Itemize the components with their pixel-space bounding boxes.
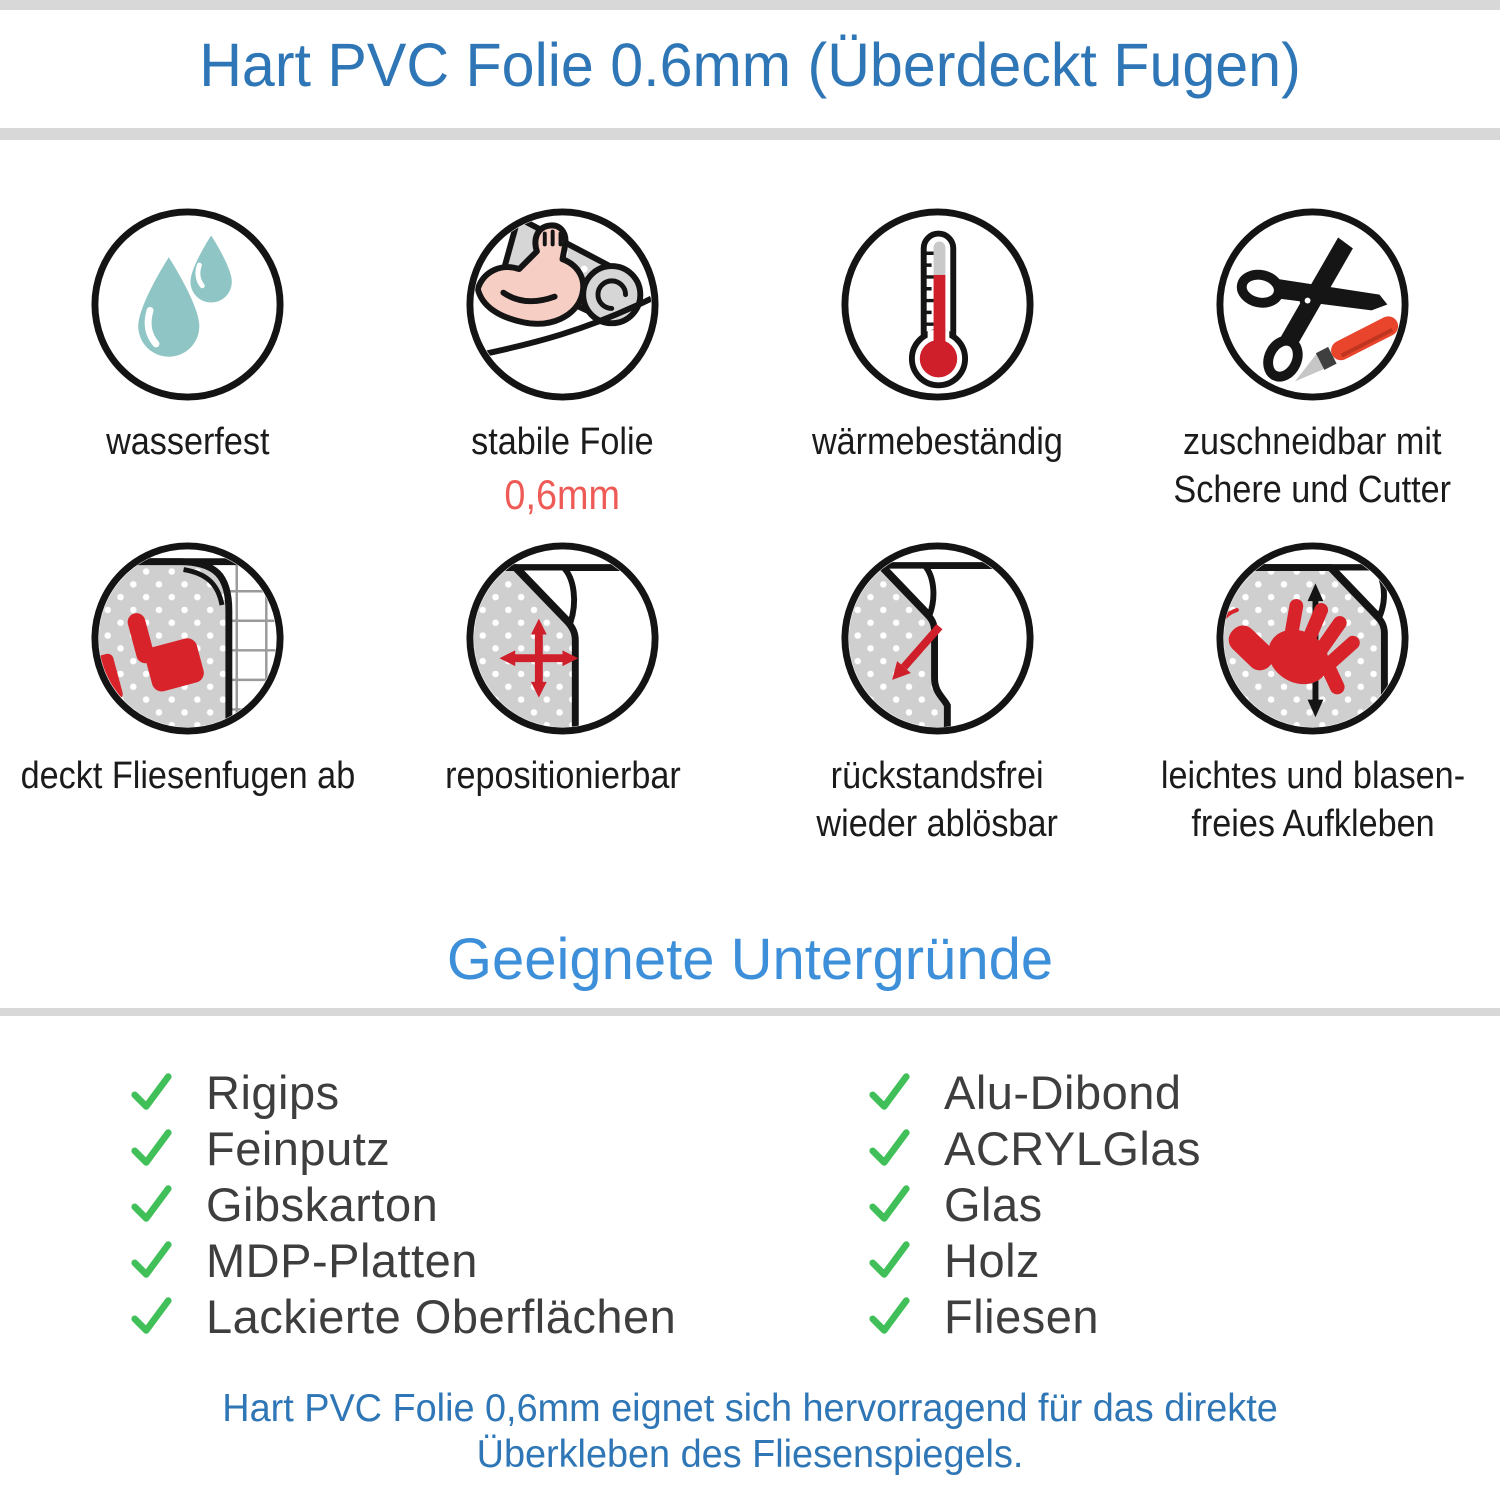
muscle-arm-foil-icon xyxy=(466,208,659,401)
list-item-label: Lackierte Oberflächen xyxy=(206,1289,677,1343)
feature-label: repositionierbar xyxy=(444,755,681,797)
footer-note: Hart PVC Folie 0,6mm eignet sich hervorr… xyxy=(23,1386,1478,1478)
feature-stabile-folie: stabile Folie 0,6mm xyxy=(375,206,750,519)
check-icon xyxy=(131,1297,172,1334)
move-arrows-foil-icon xyxy=(466,542,659,735)
list-item-label: Feinputz xyxy=(206,1121,391,1175)
list-item: ACRYLGlas xyxy=(866,1120,1201,1176)
thermometer-icon xyxy=(841,208,1034,401)
feature-label: wasserfest xyxy=(105,421,270,463)
feature-waermebestaendig: wärmebeständig xyxy=(750,206,1125,519)
list-item: Fliesen xyxy=(866,1288,1201,1344)
feature-label: deckt Fliesenfugen ab xyxy=(20,755,355,797)
list-item-label: Glas xyxy=(944,1177,1043,1231)
list-item: Lackierte Oberflächen xyxy=(128,1288,676,1344)
page-title: Hart PVC Folie 0.6mm (Überdeckt Fugen) xyxy=(199,31,1301,99)
check-icon xyxy=(869,1073,910,1110)
water-drops-icon xyxy=(91,208,284,401)
check-icon xyxy=(869,1297,910,1334)
check-icon xyxy=(131,1129,172,1166)
substrates-list-right: Alu-Dibond ACRYLGlas Glas Holz Fliesen xyxy=(866,1064,1201,1344)
list-item-label: ACRYLGlas xyxy=(944,1121,1202,1175)
scissors-and-cutter-icon xyxy=(1216,208,1409,401)
substrates-list-left: Rigips Feinputz Gibskarton MDP-Platten L… xyxy=(128,1064,676,1344)
list-item: Rigips xyxy=(128,1064,676,1120)
list-item-label: Fliesen xyxy=(944,1289,1100,1343)
list-item-label: Holz xyxy=(944,1233,1041,1287)
feature-wasserfest: wasserfest xyxy=(0,206,375,519)
feature-blasenfrei-aufkleben: leichtes und blasen- freies Aufkleben xyxy=(1125,540,1500,849)
check-icon xyxy=(131,1241,172,1278)
check-icon xyxy=(131,1073,172,1110)
feature-thickness: 0,6mm xyxy=(504,470,621,518)
list-item: Glas xyxy=(866,1176,1201,1232)
feature-repositionierbar: repositionierbar xyxy=(375,540,750,849)
check-icon xyxy=(131,1185,172,1222)
list-item-label: MDP-Platten xyxy=(206,1233,478,1287)
hand-smoothing-foil-icon xyxy=(1216,542,1409,735)
footer-line-2: Überkleben des Fliesenspiegels. xyxy=(476,1433,1024,1477)
list-item-label: Alu-Dibond xyxy=(944,1065,1182,1119)
title-divider xyxy=(0,128,1500,140)
list-item: MDP-Platten xyxy=(128,1232,676,1288)
list-item: Gibskarton xyxy=(128,1176,676,1232)
check-icon xyxy=(869,1241,910,1278)
feature-label: zuschneidbar mit Schere und Cutter xyxy=(1173,421,1452,511)
list-item: Feinputz xyxy=(128,1120,676,1176)
footer-line-1: Hart PVC Folie 0,6mm eignet sich hervorr… xyxy=(222,1387,1278,1430)
peel-off-arrow-foil-icon xyxy=(841,542,1034,735)
feature-label: leichtes und blasen- freies Aufkleben xyxy=(1160,755,1465,845)
feature-zuschneidbar: zuschneidbar mit Schere und Cutter xyxy=(1125,206,1500,519)
list-item: Holz xyxy=(866,1232,1201,1288)
feature-label: rückstandsfrei wieder ablösbar xyxy=(816,755,1059,845)
check-icon xyxy=(869,1129,910,1166)
feature-row-1: wasserfest stabile Folie 0,6mm xyxy=(0,206,1500,519)
list-item-label: Rigips xyxy=(206,1065,340,1119)
check-icon xyxy=(869,1185,910,1222)
feature-label: stabile Folie xyxy=(471,421,654,463)
feature-row-2: deckt Fliesenfugen ab xyxy=(0,540,1500,849)
feature-rueckstandsfrei: rückstandsfrei wieder ablösbar xyxy=(750,540,1125,849)
top-divider xyxy=(0,0,1500,10)
substrates-divider xyxy=(0,1008,1500,1016)
feature-deckt-fliesenfugen: deckt Fliesenfugen ab xyxy=(0,540,375,849)
list-item-label: Gibskarton xyxy=(206,1177,439,1231)
feature-label: wärmebeständig xyxy=(812,421,1063,463)
thumb-up-tile-foil-icon xyxy=(91,542,284,735)
substrates-heading: Geeignete Untergründe xyxy=(446,927,1054,992)
list-item: Alu-Dibond xyxy=(866,1064,1201,1120)
